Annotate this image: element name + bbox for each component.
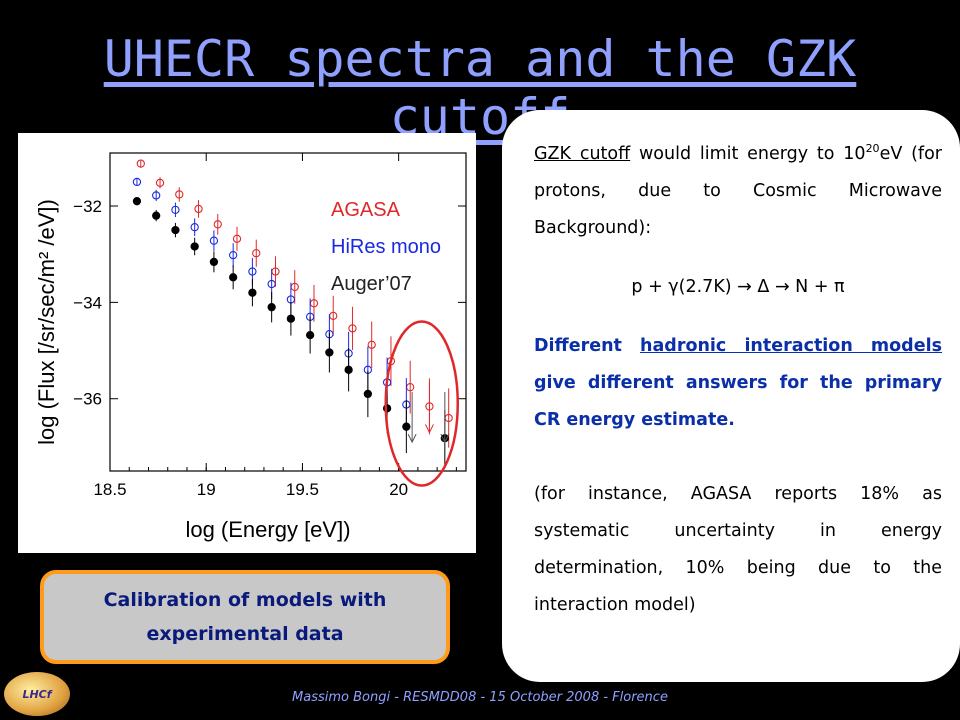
gzk-formula: p + γ(2.7K) → Δ → N + π	[631, 277, 845, 297]
data-point	[190, 242, 199, 251]
data-point	[171, 225, 180, 235]
models-text-a: Different	[534, 336, 641, 356]
data-point	[171, 205, 180, 215]
gzk-cutoff-link[interactable]: GZK cutoff	[534, 144, 631, 164]
data-point	[229, 250, 238, 260]
calibration-callout: Calibration of models with experimental …	[40, 570, 450, 664]
data-point	[209, 257, 219, 267]
data-point	[175, 190, 184, 199]
legend-entry: AGASA	[331, 199, 401, 221]
y-tick-label: −36	[73, 390, 102, 409]
legend-entry: Auger’07	[331, 273, 412, 295]
gzk-highlight-ellipse	[384, 320, 459, 487]
y-tick-label: −34	[73, 293, 102, 312]
x-tick-label: 19.5	[286, 480, 319, 499]
data-point	[286, 314, 296, 323]
data-point	[344, 365, 353, 374]
text-panel: GZK cutoff would limit energy to 1020eV …	[502, 110, 960, 682]
plot-frame	[109, 152, 467, 472]
lhcf-logo: LHCf	[4, 672, 70, 716]
data-point	[213, 220, 222, 229]
agasa-paragraph: (for instance, AGASA reports 18% as syst…	[534, 484, 942, 615]
data-point	[194, 204, 203, 214]
data-point	[132, 197, 142, 206]
data-point	[229, 273, 238, 282]
data-point	[152, 191, 161, 200]
data-point	[248, 267, 257, 276]
upper-limit-arrow	[440, 433, 450, 444]
data-point	[267, 303, 276, 312]
slide-footer: Massimo Bongi - RESMDD08 - 15 October 20…	[292, 690, 668, 705]
gzk-text-b: eV (for protons, due to Cosmic Microwave…	[534, 144, 942, 238]
upper-limit-arrow	[407, 433, 417, 444]
spectrum-plot: 18.5 19 19.5 20 −32 −34 −36 log (Energy [eV]) lo…	[18, 133, 476, 553]
y-tick-label: −32	[73, 197, 102, 216]
data-point	[232, 234, 242, 243]
gzk-text-a: would limit energy to 10	[630, 144, 866, 164]
data-point	[190, 223, 199, 232]
data-point	[136, 159, 145, 168]
data-point	[132, 177, 142, 187]
data-point	[155, 178, 165, 188]
hadronic-models-link[interactable]: hadronic interaction models	[640, 336, 942, 356]
x-tick-label: 20	[389, 480, 408, 499]
gzk-exponent: 20	[865, 142, 880, 156]
x-tick-label: 18.5	[93, 480, 126, 499]
x-tick-label: 19	[197, 480, 216, 499]
data-point	[209, 236, 219, 245]
data-point	[325, 348, 334, 357]
data-point	[152, 211, 161, 220]
data-point	[252, 249, 261, 258]
data-point	[348, 324, 357, 333]
data-point	[248, 288, 257, 297]
data-point	[363, 389, 373, 399]
x-axis-label: log (Energy [eV])	[185, 517, 350, 542]
legend-entry: HiRes mono	[331, 236, 441, 258]
lhcf-logo-text: LHCf	[22, 687, 52, 701]
data-point	[305, 330, 315, 340]
data-point	[402, 422, 411, 431]
upper-limit-arrow	[424, 424, 434, 434]
spectrum-chart-svg: 18.5 19 19.5 20 −32 −34 −36 log (Energy [eV]) lo…	[34, 152, 467, 542]
y-axis-label: log (Flux [/sr/sec/m² /eV])	[34, 199, 59, 445]
models-text-b: give different answers for the primary C…	[534, 373, 942, 430]
data-point	[367, 340, 376, 349]
models-paragraph: Different hadronic interaction models gi…	[534, 328, 942, 439]
data-point	[267, 279, 276, 289]
gzk-paragraph: GZK cutoff would limit energy to 1020eV …	[534, 136, 942, 247]
